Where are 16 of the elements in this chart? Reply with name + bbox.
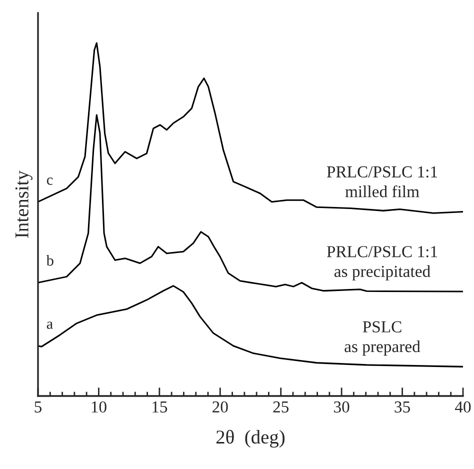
series-label: a [46,322,53,329]
x-tick-label: 10 [92,401,106,413]
x-tick-label: 15 [152,401,168,413]
y-axis-title: Intensity [15,170,32,238]
annotation: PRLC/PSLC 1:1 as precipitated [326,246,438,280]
series-label: c [46,178,53,185]
x-tick-label: 35 [394,401,410,413]
annotation: PRLC/PSLC 1:1 milled film [326,166,438,198]
x-axis-title: 2θ (deg) [216,430,285,448]
x-tick-label: 40 [454,401,471,413]
annotation: PSLC as prepared [344,321,420,356]
x-tick-label: 20 [212,401,228,413]
series-label: b [46,254,54,266]
x-tick-label: 25 [273,401,289,413]
x-tick-label: 5 [34,402,42,413]
x-tick-label: 30 [334,401,350,413]
